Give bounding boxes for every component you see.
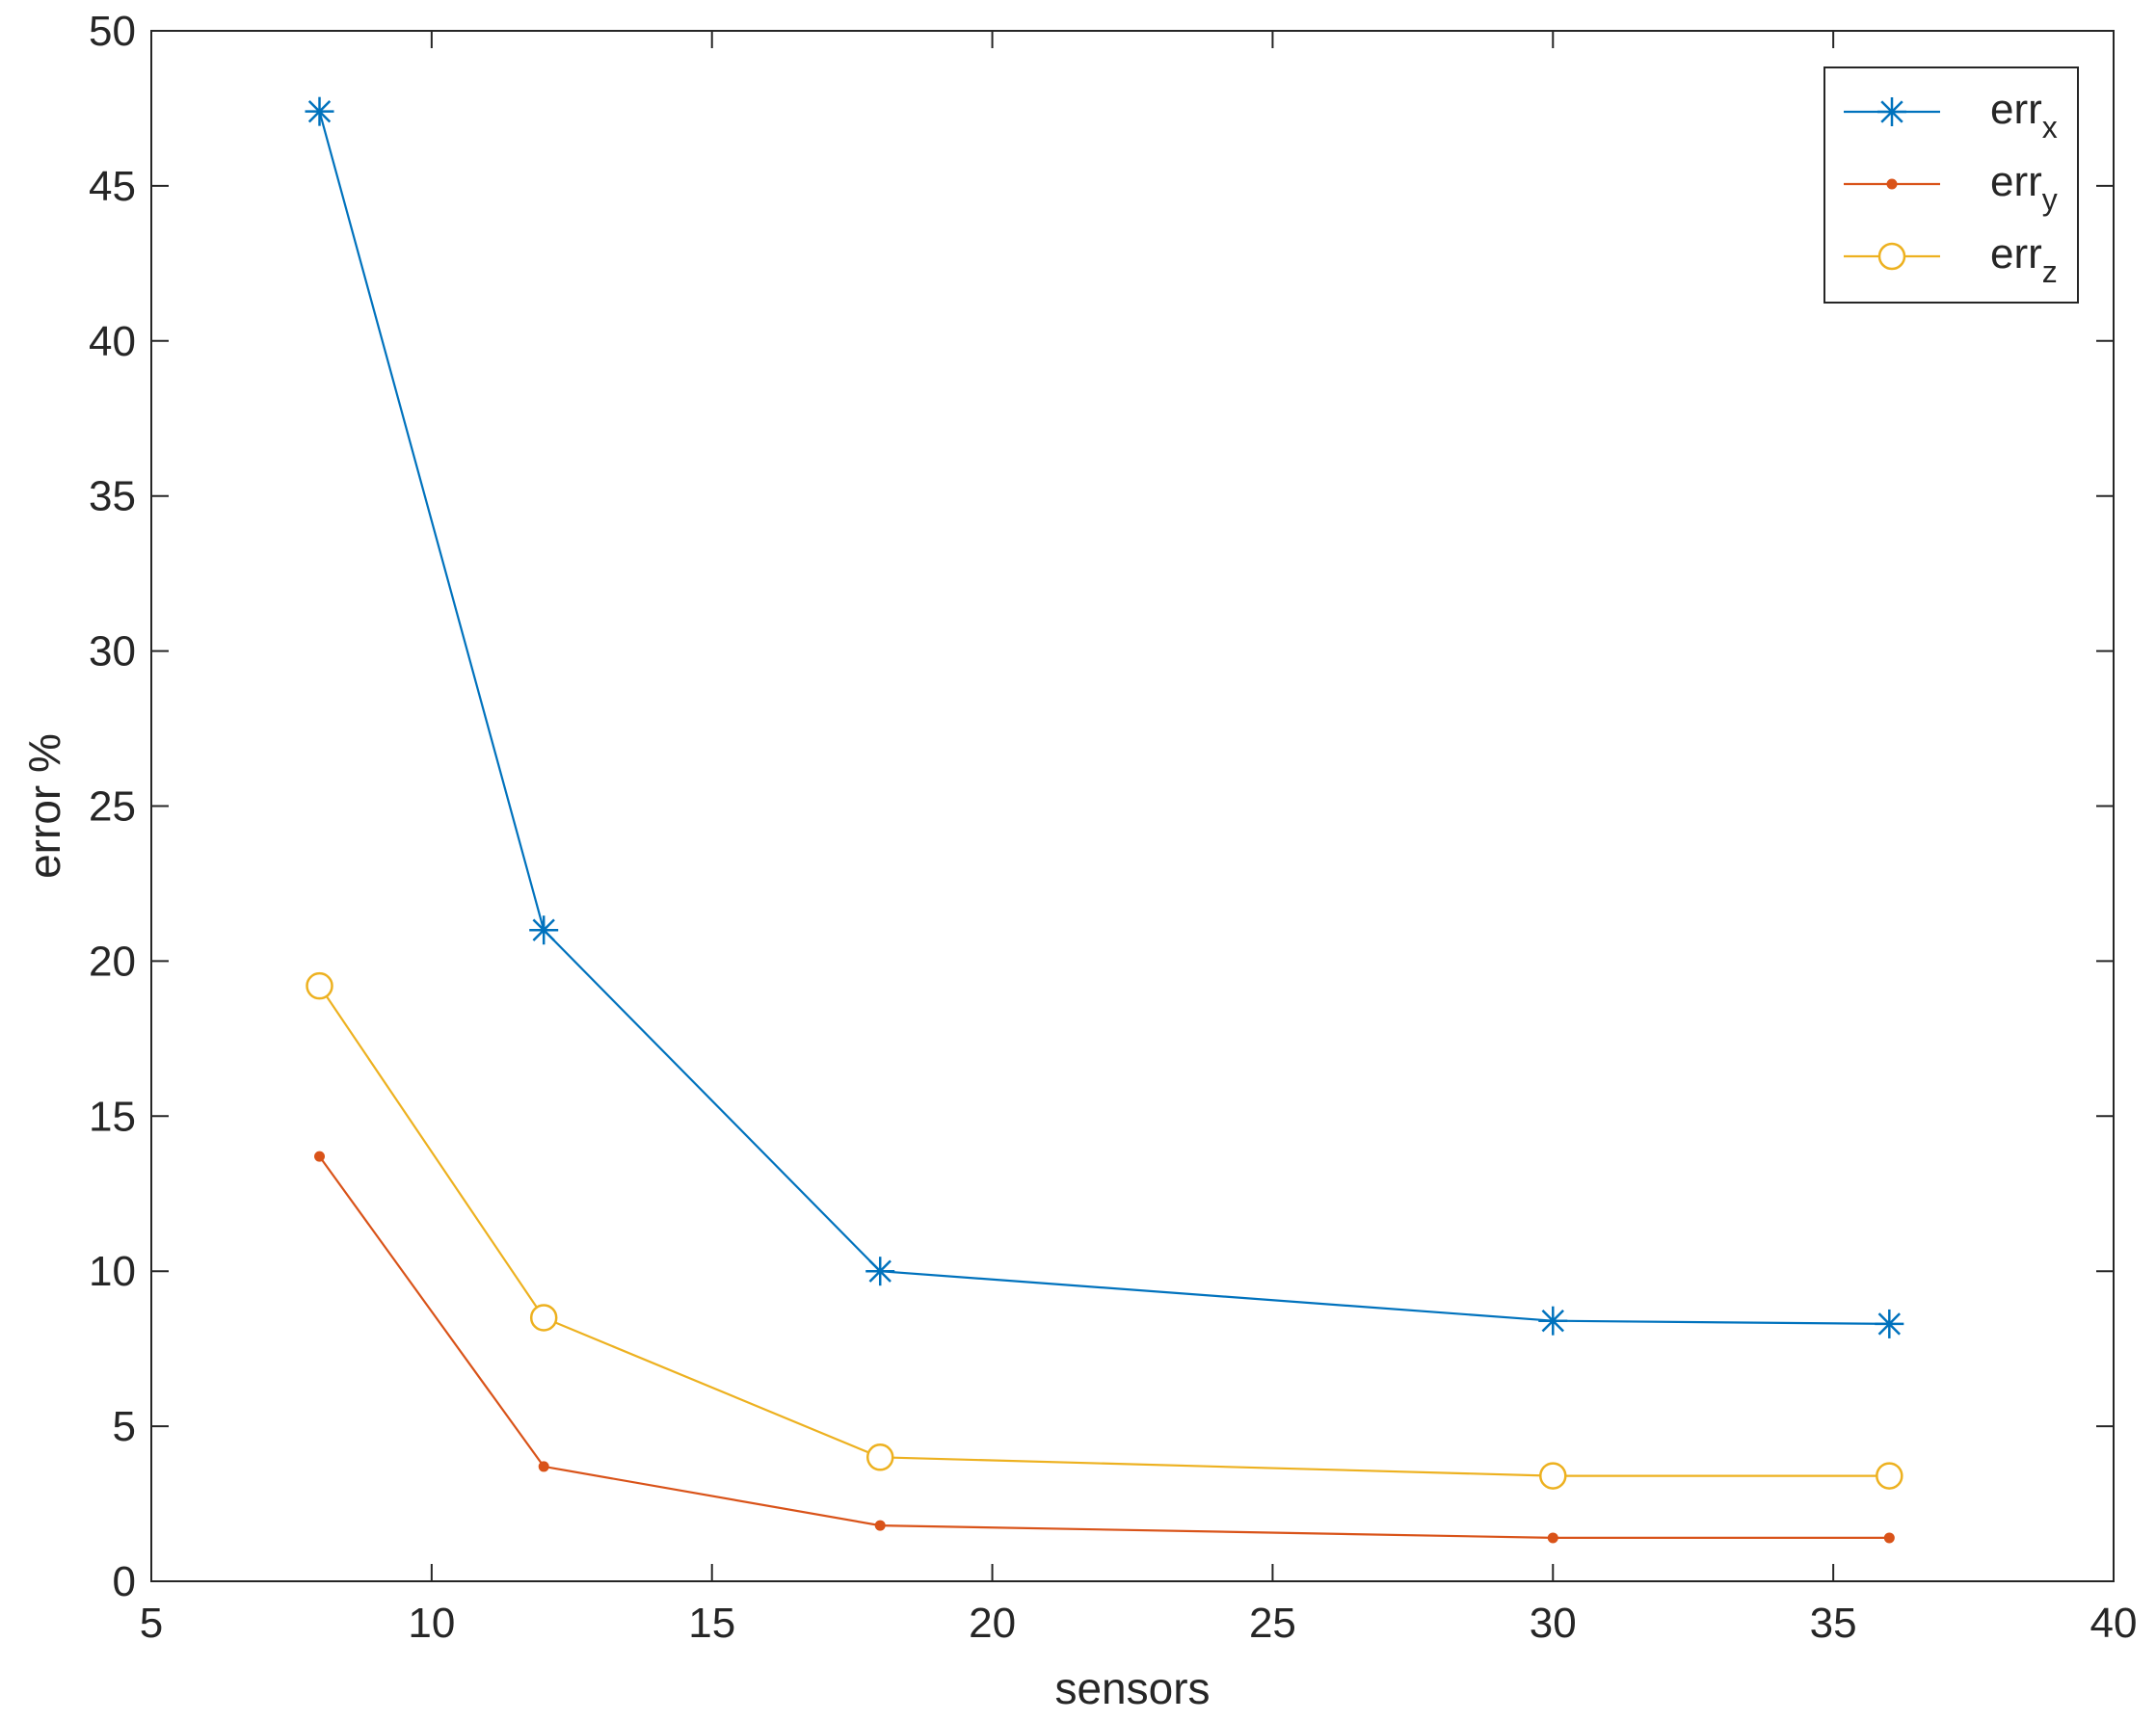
x-tick-label: 40 (2090, 1600, 2138, 1647)
y-tick-label: 50 (89, 8, 136, 55)
data-point-err-z (865, 1443, 894, 1471)
y-tick-label: 45 (89, 163, 136, 210)
y-tick-label: 15 (89, 1093, 136, 1140)
data-point-err-x (1875, 1309, 1904, 1338)
legend-marker-err-z (1877, 242, 1906, 271)
x-tick-label: 25 (1249, 1600, 1296, 1647)
y-tick-label: 20 (89, 938, 136, 985)
series-err-y (314, 1151, 1895, 1544)
x-tick-label: 30 (1530, 1600, 1577, 1647)
data-point-err-x (865, 1257, 895, 1286)
y-axis-label: error % (19, 733, 69, 879)
legend-subscript-x: x (2042, 110, 2058, 145)
y-tick-label: 30 (89, 628, 136, 675)
y-tick-label: 0 (113, 1558, 136, 1605)
series-err-x (305, 96, 1904, 1338)
y-tick-label: 40 (89, 318, 136, 365)
data-point-err-z (529, 1304, 558, 1332)
x-tick-label: 10 (408, 1600, 455, 1647)
data-point-err-y (1547, 1532, 1558, 1544)
data-point-err-z (306, 971, 333, 1000)
series-err-z (306, 971, 1903, 1490)
x-tick-label: 5 (140, 1600, 163, 1647)
x-axis-label: sensors (1054, 1663, 1210, 1713)
x-tick-label: 35 (1810, 1600, 1857, 1647)
data-point-err-x (1538, 1306, 1568, 1336)
asterisk-stroke (307, 99, 332, 123)
data-point-err-z (1539, 1462, 1567, 1490)
legend-marker-err-x (1877, 97, 1906, 126)
asterisk-stroke (532, 918, 555, 941)
data-point-err-y (538, 1461, 549, 1472)
asterisk-stroke (1541, 1310, 1564, 1333)
x-tick-label: 20 (969, 1600, 1016, 1647)
data-point-err-y (1883, 1532, 1895, 1544)
legend-marker-err-y (1886, 178, 1898, 190)
x-tick-label: 15 (688, 1600, 735, 1647)
plot-frame (150, 30, 2115, 1582)
legend-subscript-z: z (2042, 254, 2058, 289)
legend-subscript-y: y (2042, 182, 2058, 217)
data-point-err-x (305, 96, 334, 126)
ticks-layer (150, 30, 2115, 1582)
asterisk-stroke (1880, 100, 1903, 123)
data-point-err-y (314, 1151, 326, 1162)
data-point-err-x (529, 915, 559, 945)
data-point-err-z (1876, 1462, 1903, 1490)
y-tick-label: 25 (89, 783, 136, 831)
y-tick-label: 10 (89, 1248, 136, 1295)
asterisk-stroke (1877, 1312, 1901, 1336)
y-tick-label: 35 (89, 473, 136, 520)
y-tick-label: 5 (113, 1403, 136, 1450)
series-layer (305, 96, 1904, 1544)
asterisk-stroke (868, 1259, 892, 1283)
data-point-err-y (874, 1520, 886, 1531)
